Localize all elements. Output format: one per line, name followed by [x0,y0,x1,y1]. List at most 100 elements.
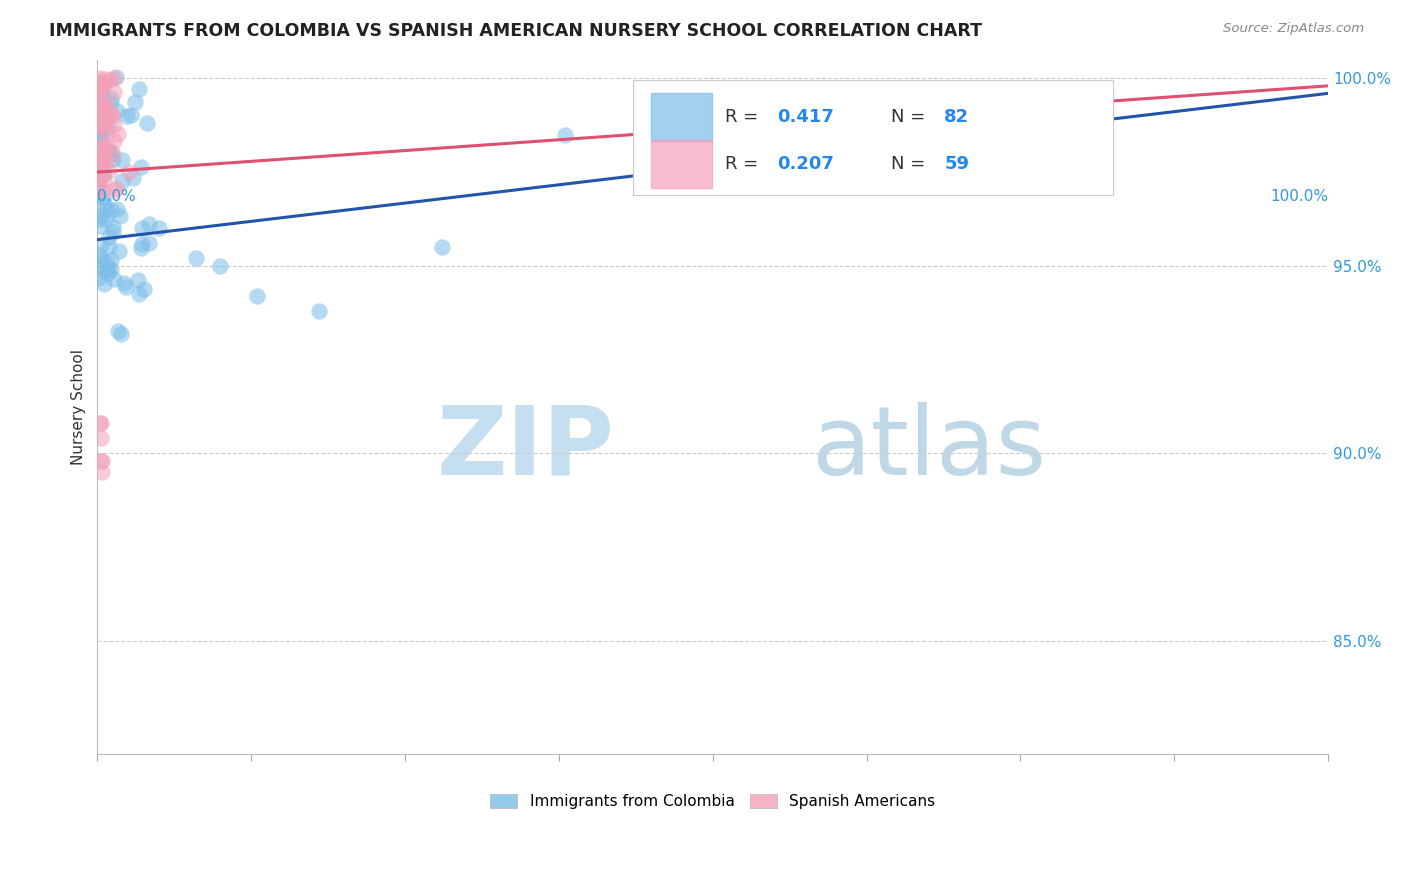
Point [129,241,152,255]
Point [89,163,111,178]
Point [89,100,111,114]
Point [98,73,121,87]
Point [209,259,232,273]
Point [87,85,110,99]
Text: R =: R = [725,154,763,173]
Point [87,118,110,132]
Point [246,289,269,303]
Point [90,238,112,252]
Point [87,76,110,90]
Y-axis label: Nursery School: Nursery School [72,349,86,465]
Point [89,150,111,164]
Point [131,236,153,251]
Point [184,252,207,266]
Point [91,465,114,479]
Point [93,153,115,167]
Point [101,219,124,234]
Point [87,173,110,187]
Point [100,252,122,267]
Point [90,417,112,431]
Point [90,87,112,101]
Point [103,71,125,86]
Point [103,152,125,166]
Point [121,170,143,185]
Point [112,277,135,291]
Point [89,163,111,178]
Point [108,244,131,258]
Point [138,217,160,231]
Point [87,90,110,104]
Point [110,326,132,341]
Point [89,124,111,138]
Point [89,417,111,431]
Point [89,271,111,285]
Text: R =: R = [725,108,763,126]
Point [90,454,112,468]
Point [87,115,110,129]
Point [89,219,111,233]
Point [89,261,111,276]
Point [105,181,128,195]
Point [91,108,114,122]
Point [94,119,117,133]
Point [111,174,134,188]
Point [93,277,115,292]
Point [100,107,122,121]
Point [96,139,118,153]
Point [118,165,141,179]
Point [103,225,125,239]
FancyBboxPatch shape [633,80,1112,195]
Point [91,141,114,155]
Text: 0.417: 0.417 [776,108,834,126]
Point [91,78,114,92]
Point [94,74,117,88]
Point [89,118,111,132]
Text: N =: N = [891,154,931,173]
Text: Source: ZipAtlas.com: Source: ZipAtlas.com [1223,22,1364,36]
Point [103,272,125,286]
Point [96,101,118,115]
Point [87,211,110,226]
Point [93,196,115,211]
Point [91,454,114,468]
Point [89,80,111,95]
FancyBboxPatch shape [651,140,711,187]
Point [104,70,127,85]
Point [103,85,125,99]
Point [87,248,110,262]
Point [90,432,112,446]
Point [89,182,111,196]
Text: 59: 59 [945,154,969,173]
Text: ZIP: ZIP [436,401,614,495]
Point [93,264,115,278]
Point [97,119,120,133]
Point [308,304,330,318]
Point [138,235,160,250]
Text: 100.0%: 100.0% [1270,189,1329,203]
Point [105,202,128,216]
Point [91,208,114,222]
Point [94,97,117,112]
Point [94,202,117,217]
Point [94,71,117,86]
Point [87,141,110,155]
Point [134,282,156,296]
Point [91,168,114,182]
Point [91,138,114,153]
Point [97,262,120,277]
Point [107,324,129,338]
Point [104,183,127,197]
Point [87,109,110,123]
Point [91,164,114,178]
Point [107,127,129,141]
Point [94,103,117,118]
Point [103,118,125,132]
Point [89,172,111,186]
Point [96,144,118,158]
Point [89,146,111,161]
Point [87,107,110,121]
Text: IMMIGRANTS FROM COLOMBIA VS SPANISH AMERICAN NURSERY SCHOOL CORRELATION CHART: IMMIGRANTS FROM COLOMBIA VS SPANISH AMER… [49,22,983,40]
Point [94,111,117,125]
Point [87,103,110,117]
Point [89,128,111,142]
